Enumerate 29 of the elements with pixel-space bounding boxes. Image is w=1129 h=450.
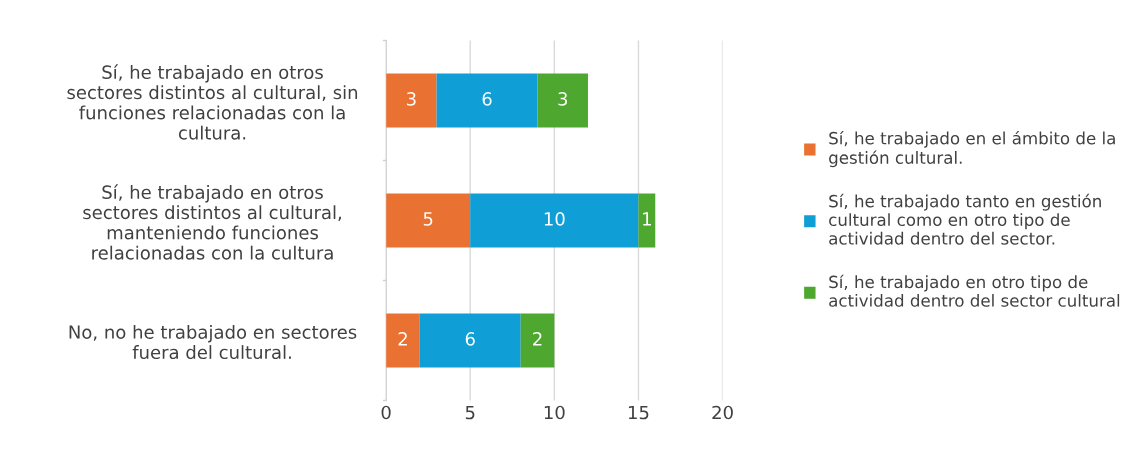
bar (386, 73, 437, 128)
x-tick-label: 10 (544, 405, 565, 420)
bar (470, 193, 639, 248)
data-label: 2 (398, 332, 407, 346)
data-label: 1 (643, 212, 651, 226)
x-tick-label: 5 (465, 405, 475, 420)
legend-label: Sí, he trabajado en otro tipo de actividad dentro del sector cultural (829, 274, 1120, 307)
data-label: 3 (406, 92, 416, 106)
y-tick-label: Sí, he trabajado en otros sectores distintos al cultural, sin funciones relacionadas con la cultura. (67, 64, 358, 140)
bar (386, 193, 471, 248)
data-label: 10 (544, 212, 565, 226)
y-tick-label: No, no he trabajado en sectores fuera del cultural. (69, 324, 357, 360)
x-tick-label: 0 (381, 405, 391, 420)
bar (537, 73, 588, 128)
x-tick-label: 20 (712, 405, 733, 420)
data-label: 2 (533, 332, 542, 346)
bar (638, 193, 656, 248)
legend-label: Sí, he trabajado tanto en gestión cultural como en otro tipo de actividad dentro del sector. (829, 193, 1101, 245)
bar (386, 313, 420, 368)
bar (436, 73, 538, 128)
bar (419, 313, 521, 368)
x-tick-label: 15 (628, 405, 649, 420)
data-label: 6 (482, 92, 492, 106)
bar (520, 313, 555, 368)
data-label: 6 (465, 332, 475, 346)
data-label: 5 (423, 212, 433, 226)
legend-label: Sí, he trabajado en el ámbito de la gestión cultural. (829, 130, 1115, 168)
data-label: 3 (558, 92, 568, 106)
y-tick-label: Sí, he trabajado en otros sectores distintos al cultural, manteniendo funciones relacionadas con la cultura (83, 184, 341, 260)
